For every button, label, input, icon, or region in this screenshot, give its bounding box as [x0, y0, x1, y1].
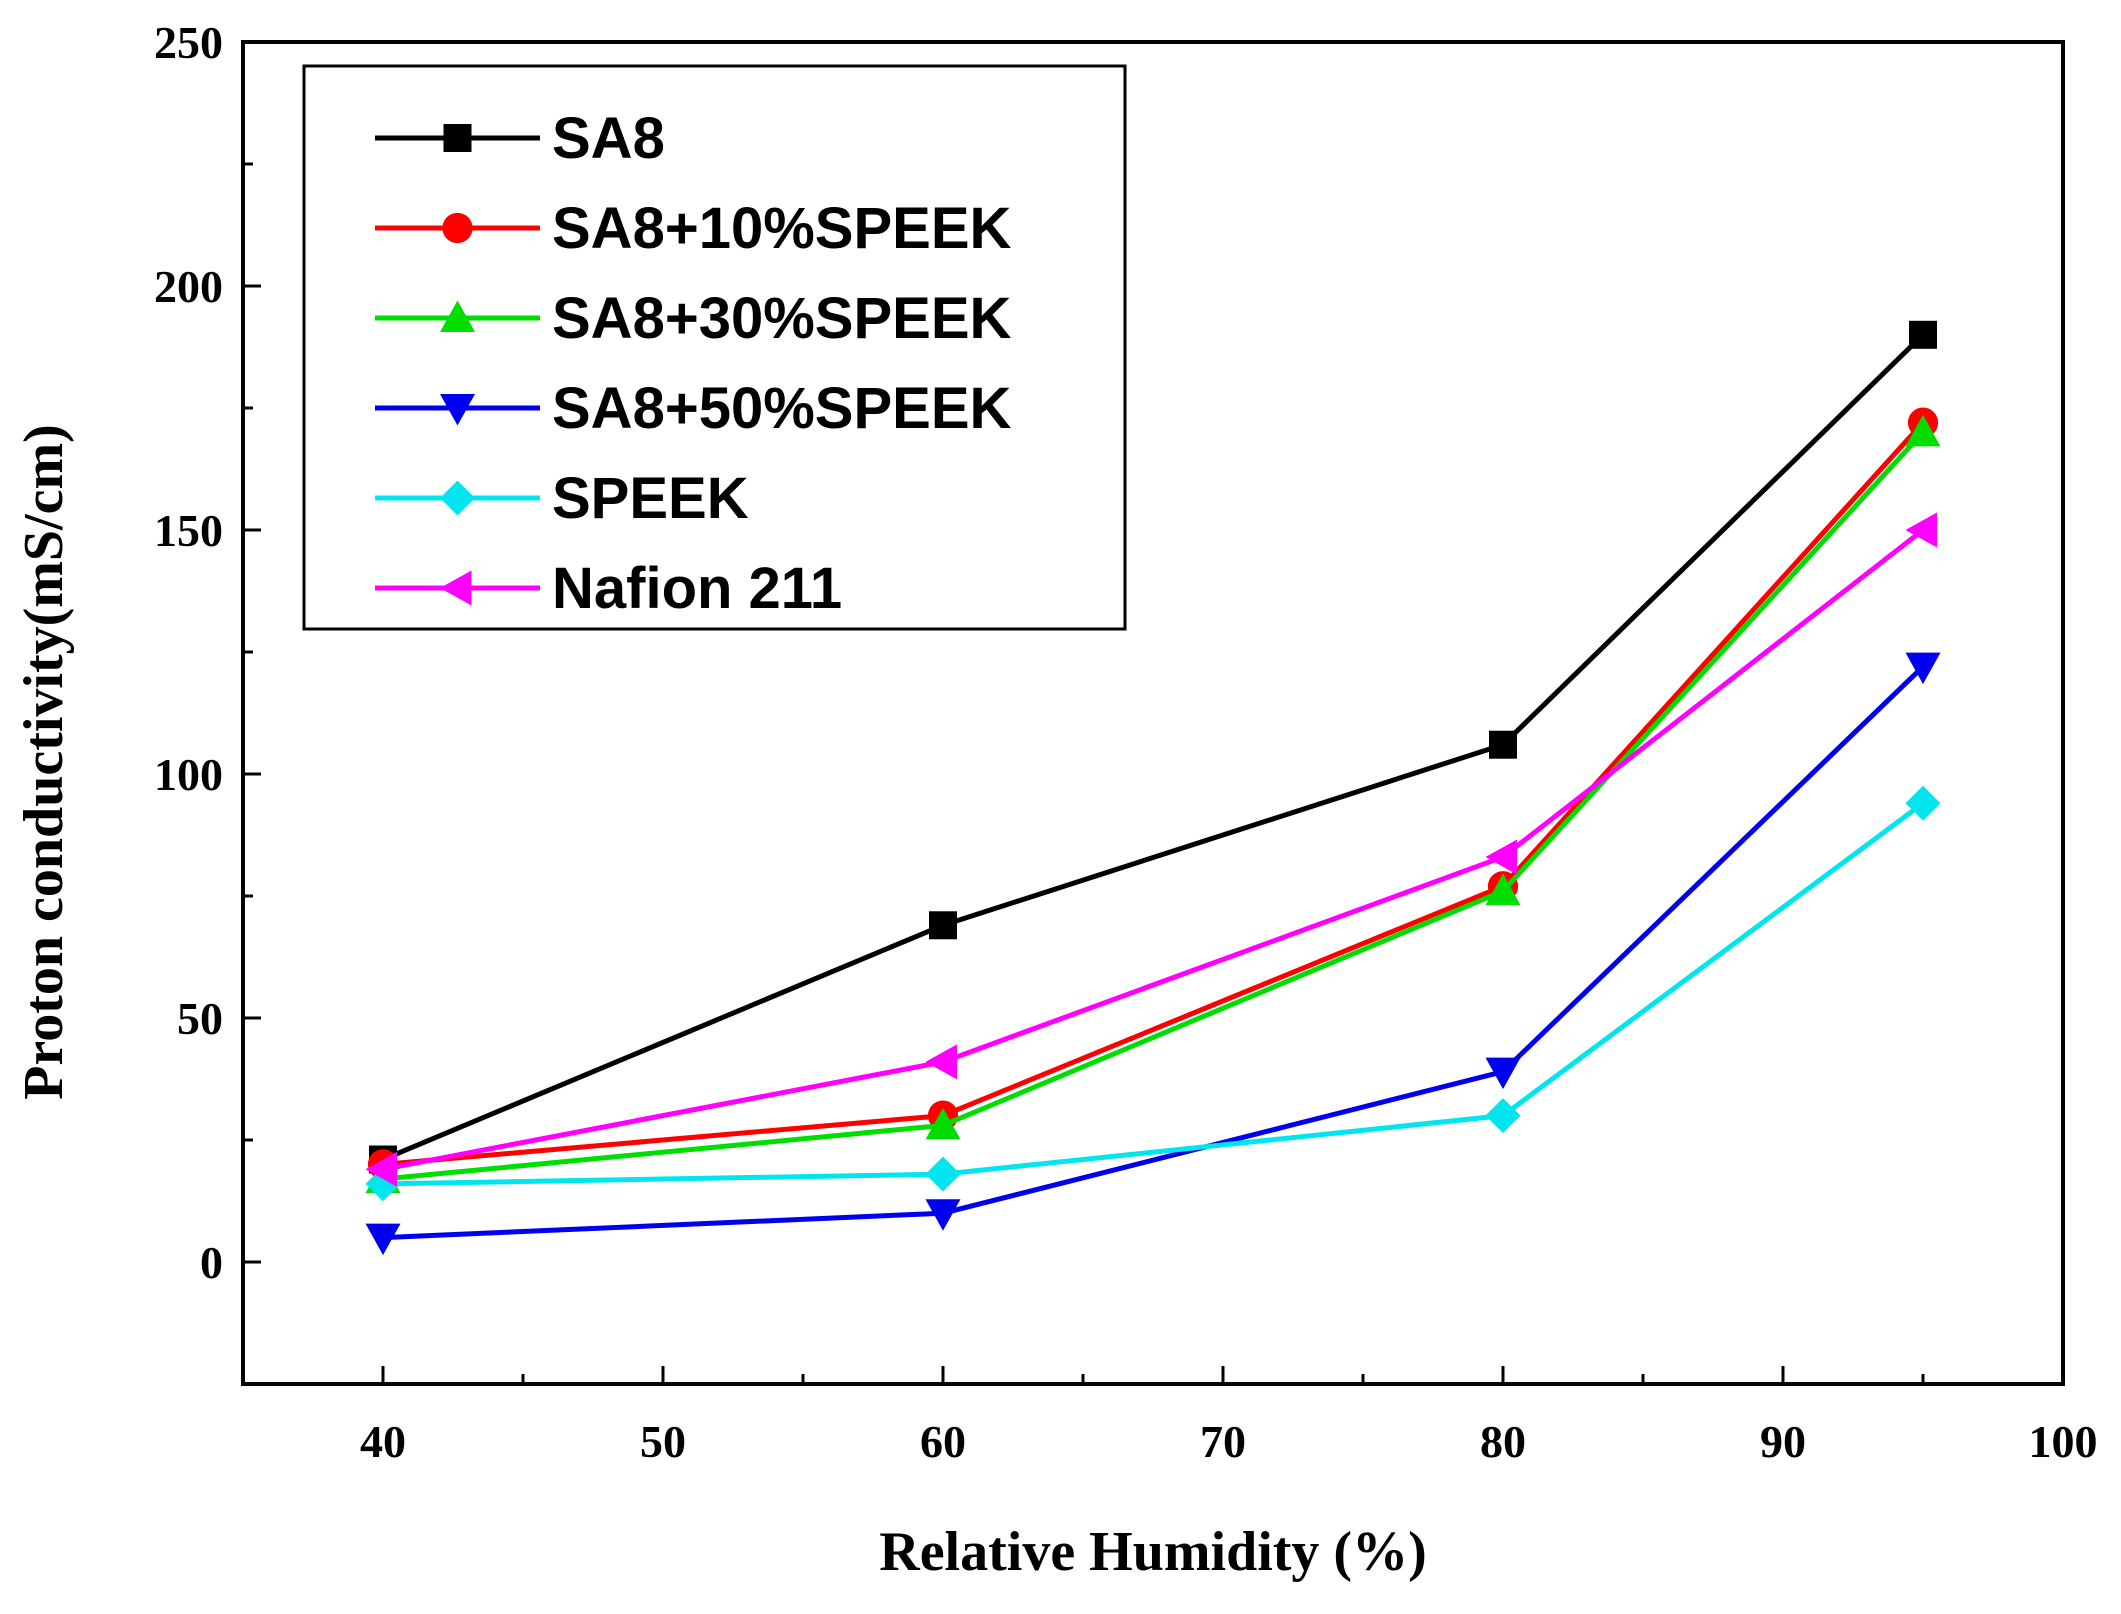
legend-entry: SA8	[375, 106, 665, 171]
x-tick-label: 80	[1480, 1416, 1526, 1467]
legend: SA8 SA8+10%SPEEK SA8+30%SPEEK SA8+50%SPEEK S…	[302, 64, 1127, 631]
series-line	[382, 420, 1925, 1167]
data-point	[1909, 320, 1937, 349]
y-tick-label: 50	[177, 993, 223, 1044]
data-point	[365, 1223, 401, 1256]
legend-label: SA8+30%SPEEK	[552, 286, 1012, 351]
data-point	[1905, 512, 1937, 548]
y-tick-label: 0	[200, 1237, 223, 1288]
data-point	[1905, 652, 1941, 685]
y-tick-label: 150	[154, 505, 223, 556]
y-tick-label: 250	[154, 17, 223, 68]
legend-entry: SA8+10%SPEEK	[375, 196, 1012, 261]
legend-marker	[443, 124, 472, 152]
series-line	[382, 528, 1925, 1172]
data-point	[925, 1044, 957, 1080]
series-nafion-211	[365, 512, 1937, 1187]
data-point	[365, 1151, 397, 1187]
legend-label: SPEEK	[552, 466, 749, 531]
legend-entry: SA8+50%SPEEK	[375, 376, 1012, 441]
y-tick-label: 200	[154, 261, 223, 312]
data-point	[1905, 785, 1941, 821]
legend-marker	[442, 212, 473, 244]
series-line	[382, 801, 1925, 1187]
x-tick-label: 90	[1760, 1416, 1806, 1467]
plot-frame	[241, 40, 2065, 1386]
legend-marker	[440, 570, 472, 606]
series-layer	[365, 320, 1941, 1256]
series-speek	[365, 785, 1941, 1202]
legend-marker	[440, 480, 475, 516]
x-tick-label: 100	[2029, 1416, 2098, 1467]
x-tick-label: 40	[360, 1416, 406, 1467]
legend-entry: SPEEK	[375, 466, 749, 531]
data-point	[929, 911, 957, 940]
legend-marker	[440, 300, 475, 332]
legend-marker	[440, 394, 475, 426]
data-point	[1489, 730, 1517, 759]
data-point	[1905, 414, 1941, 447]
x-tick-label: 60	[920, 1416, 966, 1467]
data-point	[925, 1199, 961, 1231]
legend-label: SA8	[552, 106, 665, 171]
legend-label: SA8+50%SPEEK	[552, 376, 1012, 441]
data-point	[925, 1107, 961, 1140]
legend-box	[302, 64, 1127, 631]
x-axis-ticks: 40 50 60 70 80 90 100	[241, 1366, 2098, 1467]
y-tick-label: 100	[154, 749, 223, 800]
legend-entry: SA8+30%SPEEK	[375, 286, 1012, 351]
data-point	[1485, 1057, 1521, 1090]
x-tick-label: 70	[1200, 1416, 1246, 1467]
legend-label: Nafion 211	[552, 556, 842, 621]
x-tick-label: 50	[640, 1416, 686, 1467]
legend-entry: Nafion 211	[375, 556, 842, 621]
series-line	[382, 430, 1925, 1182]
x-axis-title: Relative Humidity (%)	[879, 1521, 1426, 1583]
data-point	[1485, 839, 1517, 875]
series-sa8-50-speek	[365, 652, 1941, 1256]
data-point	[1485, 1098, 1521, 1134]
series-line	[382, 333, 1925, 1162]
data-point	[925, 1156, 961, 1192]
y-axis-ticks: 0 50 100 150 200 250	[154, 17, 261, 1288]
legend-label: SA8+10%SPEEK	[552, 196, 1012, 261]
data-point	[1485, 873, 1521, 906]
y-axis-title: Proton conductivity(mS/cm)	[13, 424, 75, 1100]
